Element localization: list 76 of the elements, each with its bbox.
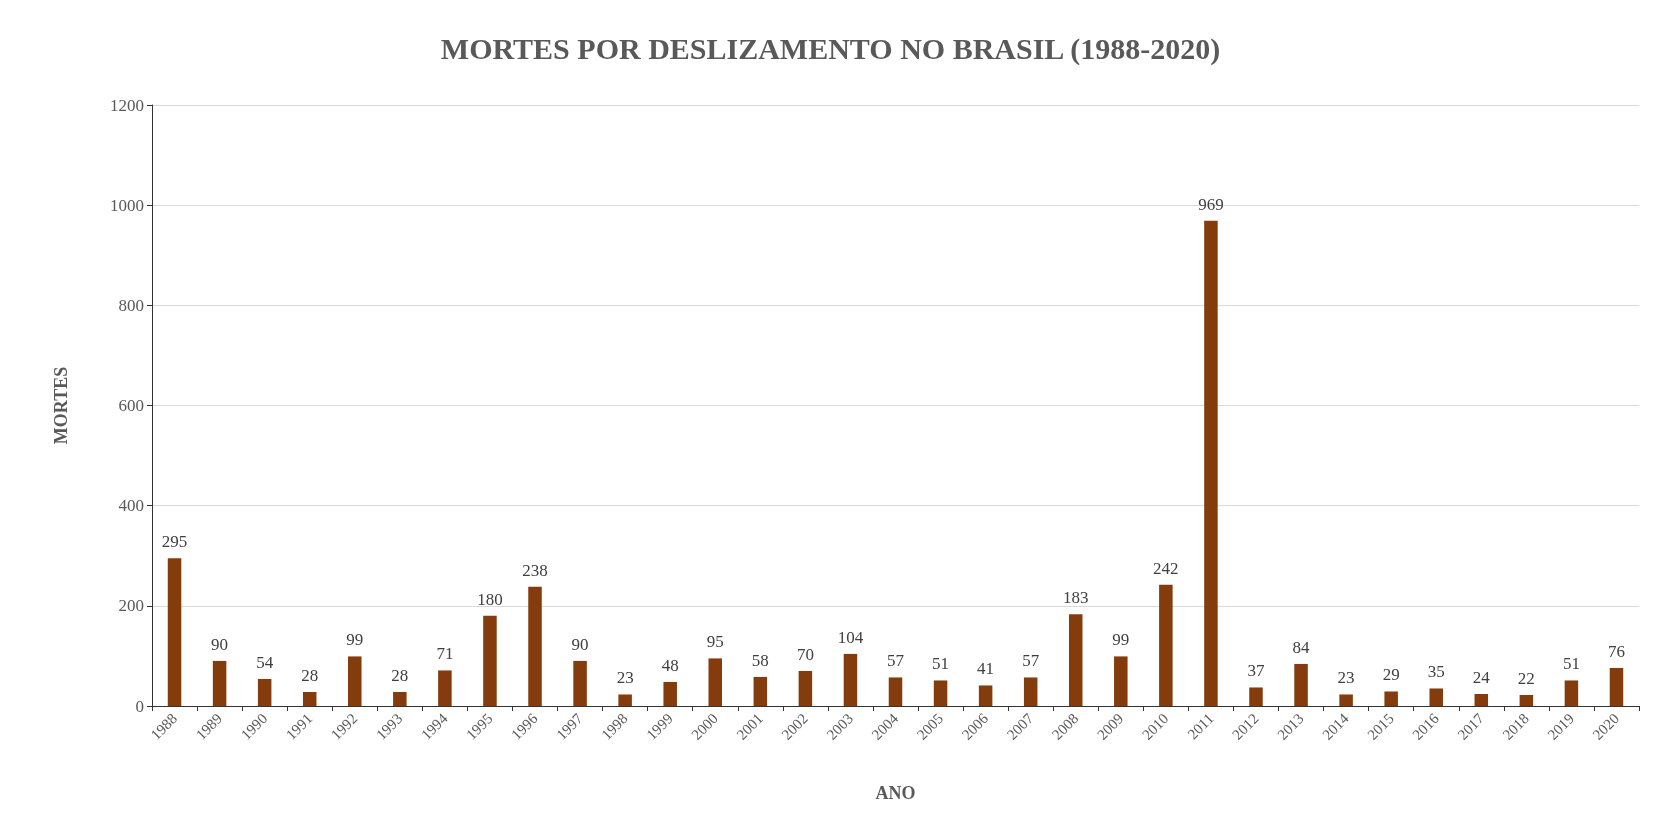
data-label: 969	[1198, 194, 1224, 214]
bar	[1429, 688, 1443, 706]
bar	[843, 653, 858, 706]
data-label: 58	[751, 650, 769, 670]
bar	[888, 677, 903, 706]
data-label: 238	[522, 560, 548, 580]
y-axis-title: MORTES	[51, 366, 71, 445]
data-label: 104	[837, 627, 864, 647]
bar	[1204, 220, 1218, 706]
y-tick-label: 600	[118, 396, 144, 415]
data-label: 51	[932, 654, 950, 674]
y-tick-label: 800	[118, 295, 144, 315]
data-label: 35	[1427, 662, 1445, 682]
data-label: 95	[706, 632, 724, 652]
bar	[708, 658, 723, 706]
data-label: 90	[571, 634, 589, 654]
data-label: 23	[616, 668, 634, 688]
bar	[1114, 656, 1128, 706]
data-label: 99	[346, 630, 364, 650]
bar	[302, 691, 317, 706]
bar	[798, 670, 813, 706]
data-label: 71	[436, 644, 454, 664]
bar	[1609, 667, 1624, 706]
y-tick-label: 200	[118, 596, 144, 616]
data-label: 84	[1292, 637, 1311, 657]
data-label: 57	[887, 651, 905, 671]
y-tick-label: 400	[118, 496, 144, 516]
chart-title: MORTES POR DESLIZAMENTO NO BRASIL (1988-2020)	[440, 31, 1221, 66]
bar	[1564, 680, 1579, 706]
bar	[618, 694, 632, 706]
bar	[573, 660, 587, 706]
bar	[1159, 584, 1173, 706]
data-label: 48	[661, 655, 679, 675]
bar	[528, 586, 542, 706]
data-label: 54	[256, 652, 274, 672]
y-tick-label: 1200	[110, 95, 144, 115]
bar	[663, 681, 677, 706]
x-axis-title: ANO	[875, 783, 916, 803]
bar	[1474, 693, 1489, 706]
bar	[1068, 614, 1083, 706]
bar	[978, 685, 993, 706]
bar	[348, 656, 362, 706]
bar	[212, 660, 227, 706]
data-label: 51	[1562, 654, 1580, 674]
bar	[483, 615, 497, 706]
data-label: 90	[211, 634, 229, 654]
data-label: 99	[1112, 630, 1130, 650]
data-label: 29	[1382, 665, 1400, 685]
data-label: 22	[1517, 668, 1535, 688]
data-label: 180	[477, 589, 503, 609]
data-label: 41	[977, 659, 995, 679]
data-label: 23	[1337, 668, 1355, 688]
bar	[1339, 694, 1353, 706]
data-label: 242	[1153, 558, 1179, 578]
bar	[1519, 694, 1534, 706]
bar	[167, 558, 182, 706]
data-label: 295	[161, 532, 188, 552]
y-tick-label: 0	[135, 696, 144, 716]
data-label: 183	[1062, 588, 1089, 608]
data-label: 57	[1022, 651, 1040, 671]
data-label: 24	[1472, 667, 1491, 687]
bar	[438, 670, 452, 706]
bar	[1294, 663, 1308, 706]
bar	[1249, 687, 1263, 706]
bar	[1023, 677, 1038, 706]
y-tick-label: 1000	[110, 195, 144, 215]
bar	[393, 691, 407, 706]
bar	[257, 678, 272, 706]
bar	[753, 676, 768, 706]
data-label: 37	[1247, 661, 1265, 681]
data-label: 28	[301, 665, 319, 685]
data-label: 76	[1607, 641, 1625, 661]
bar	[1384, 691, 1398, 706]
data-label: 28	[391, 665, 409, 685]
bar	[933, 680, 948, 706]
data-label: 70	[796, 644, 814, 664]
